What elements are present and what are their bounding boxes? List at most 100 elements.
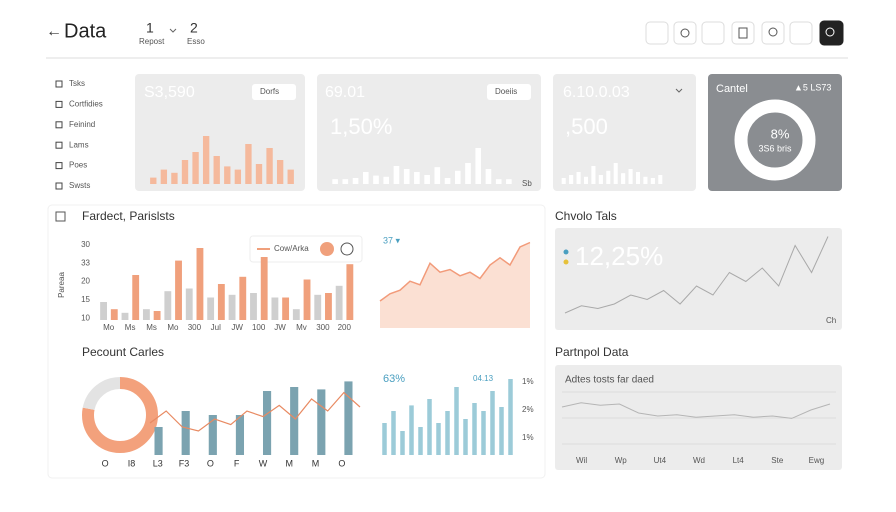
bar [287, 169, 294, 184]
bar [164, 291, 172, 320]
nav-item[interactable]: Lams [69, 140, 89, 149]
axis-label: 200 [338, 323, 352, 332]
bar [403, 169, 410, 184]
bar [342, 179, 349, 184]
bar [235, 415, 245, 455]
bar [250, 293, 257, 320]
card-button[interactable] [252, 84, 296, 100]
bar [598, 175, 603, 184]
bar [271, 297, 279, 320]
nav-icon [55, 182, 63, 190]
icon-button[interactable] [789, 21, 813, 45]
bar [499, 407, 504, 455]
axis-label: O [102, 458, 109, 468]
bar [276, 160, 284, 184]
bar [260, 257, 268, 320]
nav-item[interactable]: Cortfidies [69, 100, 103, 109]
bar [658, 175, 663, 184]
card-button[interactable] [487, 84, 531, 100]
bar [472, 403, 477, 455]
bar [317, 389, 326, 455]
axis-label: JW [231, 323, 243, 332]
legend-button[interactable] [320, 242, 334, 256]
nav-item[interactable]: Tsks [69, 79, 85, 88]
bar [643, 176, 648, 184]
card [317, 74, 541, 191]
panel-title: Fardect, Parislsts [82, 209, 175, 223]
bar [591, 166, 596, 184]
nav-item[interactable]: Feinind [69, 120, 95, 129]
bar [171, 172, 178, 184]
nav-item[interactable]: Swsts [69, 181, 90, 190]
tab-label[interactable]: Repost [139, 37, 165, 46]
y-tick-label: 15 [81, 295, 90, 304]
bar [234, 169, 242, 184]
search-button[interactable] [819, 20, 844, 46]
y-tick-label: 1% [522, 377, 534, 386]
nav-icon [55, 162, 63, 170]
nav-item[interactable]: Poes [69, 161, 87, 170]
icon [768, 27, 778, 37]
bar [335, 285, 343, 320]
card-value: 69.01 [325, 84, 365, 101]
donut [734, 99, 816, 181]
bar [454, 387, 459, 455]
bar [569, 175, 574, 184]
axis-label: F3 [179, 458, 190, 468]
bar [434, 167, 441, 184]
dot [563, 259, 569, 265]
back-button[interactable]: ← [46, 23, 62, 40]
bar [495, 179, 502, 184]
tab-number[interactable]: 2 [190, 20, 198, 36]
card-button-label[interactable]: Doeiis [495, 87, 517, 96]
bar [213, 156, 220, 184]
bar [506, 179, 512, 184]
bar [192, 152, 199, 184]
bar [100, 302, 107, 320]
axis-label: O [207, 458, 214, 468]
nav-icon [55, 121, 63, 129]
bar [150, 177, 157, 184]
tab-number[interactable]: 1 [146, 20, 154, 36]
panel-title: Chvolo Tals [555, 209, 617, 223]
icon-button[interactable] [645, 21, 669, 45]
bar [255, 164, 263, 184]
donut-sub: 3S6 bris [758, 143, 792, 153]
bar [352, 178, 359, 184]
nav-icon [55, 80, 63, 88]
bar [463, 419, 468, 455]
bar [414, 172, 420, 184]
axis-label: Ms [125, 323, 136, 332]
axis-label: L3 [153, 458, 163, 468]
panel-title: Pecount Carles [82, 345, 164, 359]
bar [175, 260, 182, 320]
axis-label: Mv [296, 323, 307, 332]
bar [344, 381, 353, 455]
legend-button[interactable] [340, 242, 354, 256]
axis-label: Jul [211, 323, 221, 332]
partner-subtitle: Adtes tosts far daed [565, 375, 654, 386]
card-button-label[interactable]: Dorfs [260, 87, 279, 96]
line [379, 241, 531, 302]
blue-label: 63% [383, 373, 405, 385]
bar [207, 297, 215, 320]
icon-button[interactable] [701, 21, 725, 45]
bar [409, 405, 414, 455]
tab-label[interactable]: Esso [187, 37, 205, 46]
bar [362, 172, 369, 184]
bar [481, 411, 486, 455]
bar [628, 169, 633, 184]
card-note: Sb [522, 179, 532, 188]
blue-note: 04.13 [473, 374, 494, 383]
line [561, 402, 831, 419]
card [553, 74, 696, 191]
bar [224, 166, 231, 184]
line [564, 236, 829, 314]
panel-title: Partnpol Data [555, 345, 629, 359]
axis-label: W [259, 458, 268, 468]
bar [346, 264, 354, 320]
bar [181, 160, 189, 184]
bar [373, 175, 379, 184]
card-title: Cantel [716, 83, 748, 95]
bar [427, 399, 432, 455]
